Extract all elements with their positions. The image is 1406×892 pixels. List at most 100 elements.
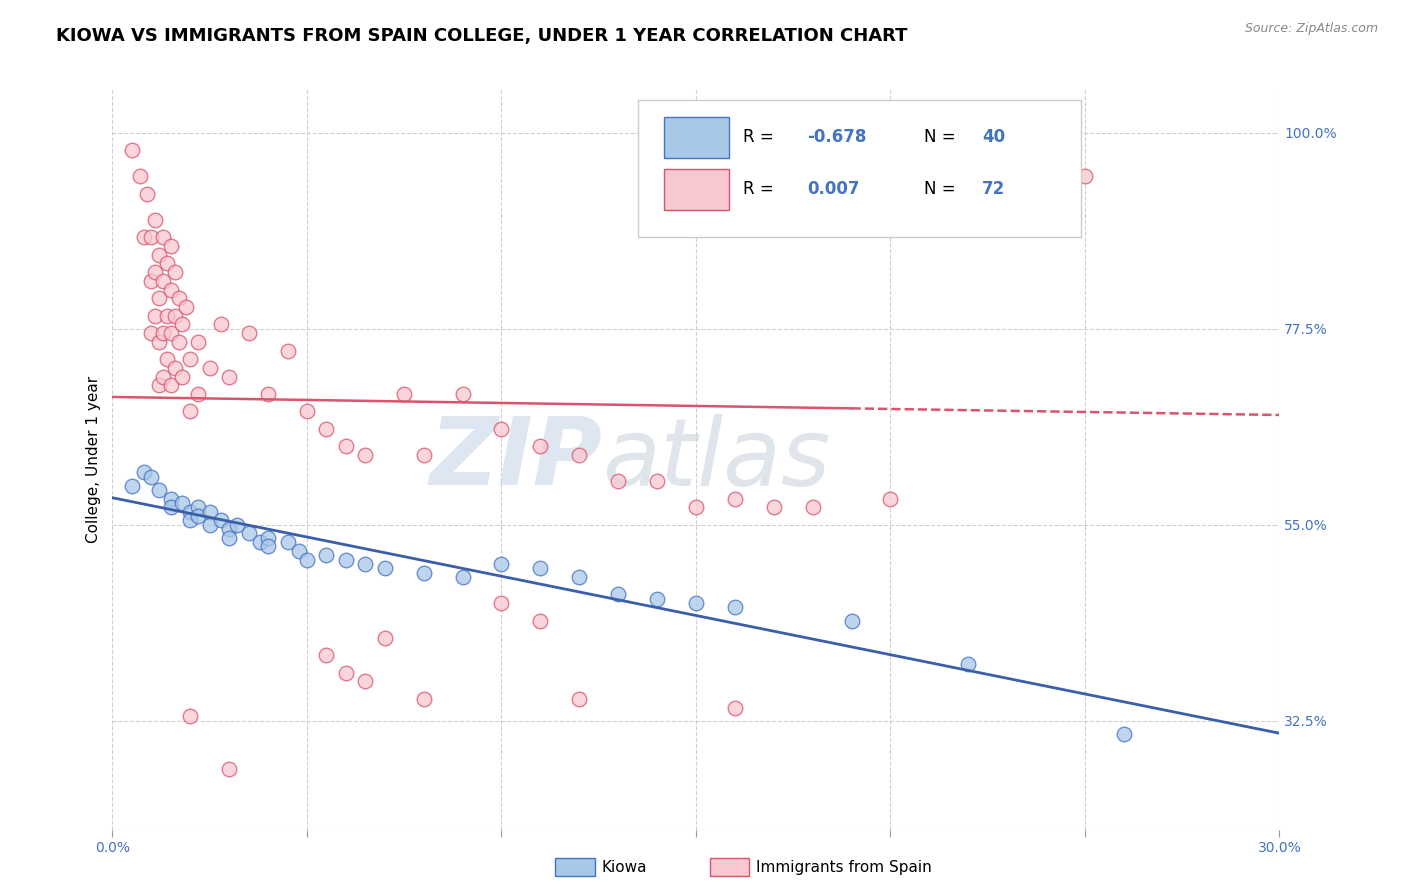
Point [121, 143, 143, 157]
Point [148, 483, 170, 497]
Point [762, 500, 785, 515]
Point [568, 570, 591, 584]
Point [156, 256, 179, 270]
Point [136, 186, 159, 201]
Point [607, 587, 630, 601]
Point [172, 369, 194, 384]
Point [209, 318, 232, 332]
Point [156, 309, 179, 323]
Point [187, 334, 209, 349]
Point [335, 552, 357, 566]
Point [1074, 169, 1097, 184]
Point [218, 522, 240, 536]
Point [879, 491, 901, 506]
Point [176, 300, 198, 314]
Point [198, 360, 221, 375]
Point [451, 570, 474, 584]
Point [1112, 727, 1135, 741]
Text: 40: 40 [981, 128, 1005, 146]
Point [172, 496, 194, 510]
Point [167, 334, 190, 349]
Point [685, 596, 707, 610]
Point [645, 591, 668, 606]
Point [141, 230, 163, 244]
Point [724, 491, 747, 506]
Point [152, 274, 174, 288]
Point [143, 309, 166, 323]
Point [160, 283, 183, 297]
Point [218, 531, 240, 545]
Point [179, 513, 201, 527]
Point [163, 309, 186, 323]
Text: R =: R = [742, 180, 779, 198]
Point [257, 387, 280, 401]
Point [198, 517, 221, 532]
FancyBboxPatch shape [665, 117, 728, 158]
Text: KIOWA VS IMMIGRANTS FROM SPAIN COLLEGE, UNDER 1 YEAR CORRELATION CHART: KIOWA VS IMMIGRANTS FROM SPAIN COLLEGE, … [56, 27, 908, 45]
Point [163, 265, 186, 279]
Text: -0.678: -0.678 [807, 128, 866, 146]
Point [957, 657, 980, 671]
Point [160, 326, 183, 340]
Point [179, 709, 201, 723]
Text: atlas: atlas [603, 414, 831, 505]
Point [412, 692, 434, 706]
Text: N =: N = [924, 180, 960, 198]
Point [257, 540, 280, 554]
Point [451, 387, 474, 401]
Point [491, 596, 513, 610]
FancyBboxPatch shape [665, 169, 728, 210]
Point [152, 230, 174, 244]
Point [315, 422, 337, 436]
Point [354, 674, 377, 689]
Point [374, 561, 396, 575]
Point [238, 326, 260, 340]
Point [412, 448, 434, 462]
Point [163, 360, 186, 375]
Point [152, 369, 174, 384]
Point [238, 526, 260, 541]
Point [529, 561, 551, 575]
Point [218, 762, 240, 776]
Point [167, 291, 190, 305]
Point [179, 404, 201, 418]
Text: Source: ZipAtlas.com: Source: ZipAtlas.com [1244, 22, 1378, 36]
Point [491, 422, 513, 436]
Point [249, 535, 271, 549]
Point [315, 648, 337, 663]
Point [187, 387, 209, 401]
Point [160, 491, 183, 506]
Y-axis label: College, Under 1 year: College, Under 1 year [86, 376, 101, 543]
Point [156, 352, 179, 367]
Point [295, 404, 318, 418]
Point [143, 265, 166, 279]
Point [128, 169, 150, 184]
Point [645, 474, 668, 488]
Point [529, 614, 551, 628]
Point [160, 378, 183, 392]
Point [152, 326, 174, 340]
Point [141, 274, 163, 288]
Point [187, 508, 209, 523]
Point [491, 557, 513, 571]
Point [218, 369, 240, 384]
Point [132, 466, 155, 480]
Point [841, 614, 863, 628]
Point [315, 548, 337, 562]
Point [607, 474, 630, 488]
Point [724, 700, 747, 714]
Text: 0.007: 0.007 [807, 180, 859, 198]
Point [412, 566, 434, 580]
Point [724, 600, 747, 615]
Point [141, 470, 163, 484]
Point [288, 544, 311, 558]
Point [198, 505, 221, 519]
Point [276, 535, 298, 549]
Point [209, 513, 232, 527]
Text: 72: 72 [981, 180, 1005, 198]
Point [568, 448, 591, 462]
Point [529, 439, 551, 453]
Point [148, 248, 170, 262]
Point [179, 505, 201, 519]
Point [160, 239, 183, 253]
